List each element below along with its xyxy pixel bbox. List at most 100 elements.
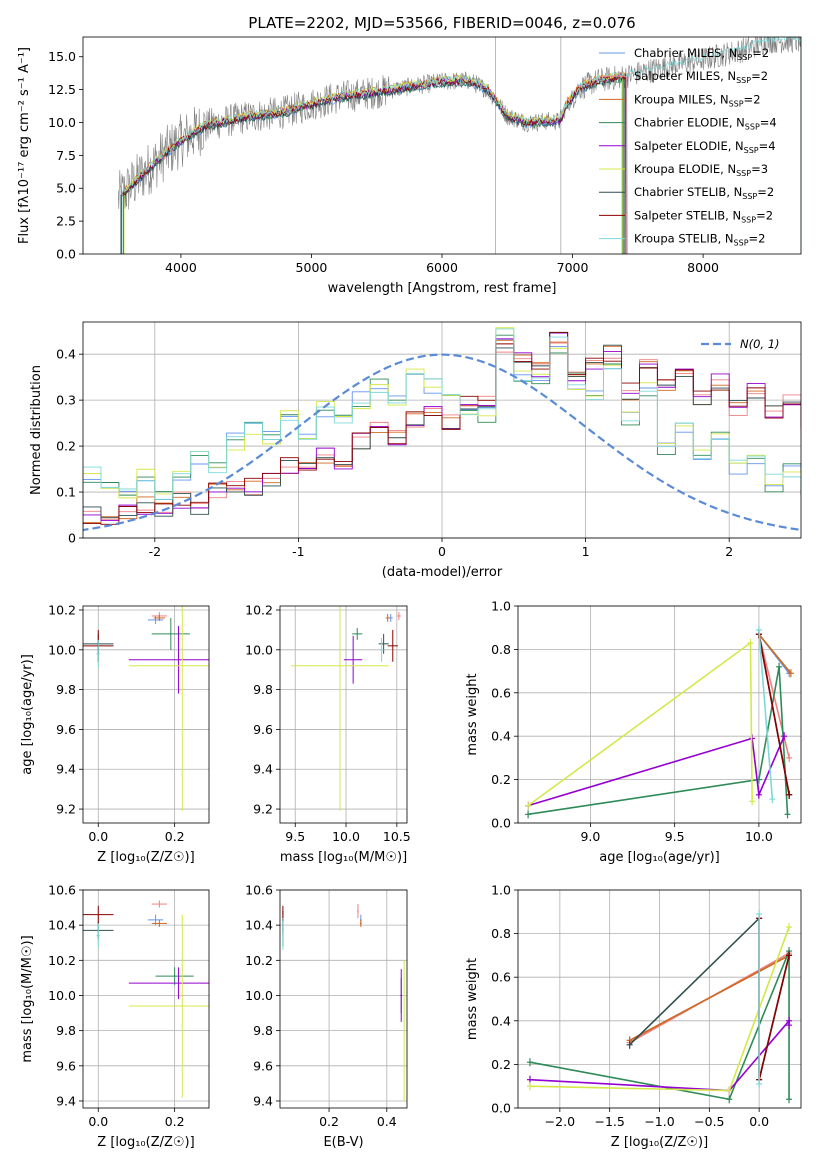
legend-nssp-prefix: , N [720, 162, 736, 176]
legend-model-name: Chabrier MILES [634, 46, 721, 60]
legend-entry: Chabrier ELODIE, NSSP=4 [634, 116, 777, 132]
normal-distribution-curve [83, 353, 801, 532]
y-tick-label: 0.4 [56, 347, 76, 362]
y-tick-label: 0.6 [491, 970, 511, 985]
legend-nssp-value: 4 [768, 139, 775, 153]
legend-nssp-subscript: SSP [736, 76, 751, 85]
y-tick-label: 9.6 [56, 1058, 76, 1073]
y-tick-label: 0.4 [491, 729, 511, 744]
weight-series-kroupa-elodie [525, 638, 756, 810]
errorbar-chabrier-elodie [352, 627, 363, 640]
histogram-salpeter-elodie [83, 332, 801, 521]
x-tick-label: 0.0 [88, 829, 108, 844]
x-tick-label: 8000 [687, 260, 719, 275]
y-tick-label: 10.6 [48, 883, 76, 898]
spectrum-overlay: wavelength [Angstrom, rest frame] Flux [f… [17, 14, 802, 296]
legend-nssp-prefix: , N [718, 232, 734, 246]
legend-nssp-eq: = [749, 232, 759, 246]
weight-line [758, 633, 792, 674]
legend-nssp-value: 2 [761, 69, 768, 83]
legend-nssp-eq: = [756, 208, 766, 222]
y-tick-label: 9.2 [56, 802, 76, 817]
age-vs-mass-plot-area [291, 606, 401, 812]
y-tick-label: 0.8 [491, 642, 511, 657]
spectrum-panel: 4000 5000 6000 7000 8000 0.0 2.5 5.0 7.5 10.0 12.5… [17, 14, 802, 296]
errorbar-kroupa-elodie [128, 606, 209, 812]
legend-nssp-eq: = [757, 185, 767, 199]
weight-series-chabrier-elodie [525, 662, 791, 819]
legend-nssp-eq: = [751, 162, 761, 176]
y-tick-label: 10.4 [48, 918, 76, 933]
weight-line [629, 954, 790, 1042]
y-tick-label: 10.4 [245, 918, 273, 933]
y-tick-label: 10.0 [48, 115, 76, 130]
weight-series-salpeter-elodie [525, 732, 788, 810]
errorbar-kroupa-miles [153, 614, 166, 621]
legend-entry: Salpeter STELIB, NSSP=2 [634, 208, 773, 224]
weight-line [527, 735, 785, 807]
legend-model-name: Kroupa STELIB [634, 232, 718, 246]
legend-nssp-value: 2 [762, 46, 769, 60]
legend-entry: Kroupa ELODIE, NSSP=3 [634, 162, 768, 178]
residual-legend: N(0, 1) [701, 337, 780, 351]
x-axis-label: mass [log₁₀(M/M☉)] [280, 850, 407, 865]
legend-model-name: Kroupa ELODIE [634, 162, 720, 176]
y-axis-label: age [log₁₀(age/yr)] [20, 654, 35, 775]
errorbar-kroupa-stelib [96, 923, 101, 949]
age-vs-mass-panel: 9.5 10.0 10.5 9.2 9.4 9.6 9.8 10.0 10.2 mass [log… [245, 602, 411, 865]
errorbar-salpeter-stelib [83, 905, 114, 924]
y-tick-label: 0.0 [56, 247, 76, 262]
mass-vs-ebv-plot-area [282, 904, 405, 1101]
model-spectrum-kroupa-stelib [121, 37, 801, 254]
errorbar-chabrier-stelib [378, 633, 389, 654]
x-tick-label: 2 [725, 544, 733, 559]
errorbar-kroupa-stelib [282, 918, 284, 950]
spectrum-plot-area [117, 37, 801, 254]
y-tick-label: 9.6 [253, 1058, 273, 1073]
y-tick-label: 1.0 [491, 883, 511, 898]
x-tick-label: 4000 [165, 260, 197, 275]
y-tick-label: 10.0 [48, 988, 76, 1003]
y-tick-label: 0.2 [491, 772, 511, 787]
legend-model-name: Kroupa MILES [634, 92, 713, 106]
massweight-vs-Z-plot-area [526, 909, 793, 1104]
errorbar-kroupa-stelib [379, 637, 384, 662]
residuals-overlay: (data-model)/error Normed distribution N(0… [29, 321, 802, 580]
y-tick-label: 0.8 [491, 926, 511, 941]
age-vs-Z-plot-area [83, 606, 209, 812]
y-tick-label: 9.6 [56, 722, 76, 737]
y-tick-label: 0.2 [491, 1057, 511, 1072]
y-tick-label: 5.0 [56, 181, 76, 196]
residuals-panel: -2 -1 0 1 2 0 0.1 0.2 0.3 0.4 (data-model)/error No… [29, 321, 802, 580]
x-tick-label: 9.0 [580, 829, 600, 844]
legend-nssp-value: 2 [767, 185, 774, 199]
x-tick-label: −1.5 [594, 1114, 624, 1129]
y-axis-label: mass weight [465, 673, 480, 755]
x-tick-label: 0.0 [88, 1114, 108, 1129]
errorbar-salpeter-elodie [128, 625, 209, 694]
legend-nssp-value: 2 [753, 92, 760, 106]
x-tick-label: −1.0 [644, 1114, 674, 1129]
legend-nssp-value: 4 [769, 116, 776, 130]
x-tick-label: 0.4 [377, 1114, 397, 1129]
age-vs-mass-frame [279, 605, 408, 824]
histogram-chabrier-stelib [83, 332, 801, 519]
x-tick-label: −2.0 [545, 1114, 575, 1129]
errorbar-salpeter-miles [151, 900, 167, 908]
y-tick-label: 9.4 [56, 1093, 76, 1108]
y-tick-label: 0.1 [56, 485, 76, 500]
y-tick-label: 9.4 [253, 762, 273, 777]
errorbar-chabrier-elodie [155, 967, 194, 985]
y-tick-label: 9.8 [253, 682, 273, 697]
age-vs-Z-overlay: Z [log₁₀(Z/Z☉)] age [log₁₀(age/yr)] [20, 605, 210, 865]
x-axis-label: (data-model)/error [382, 565, 503, 580]
y-tick-label: 9.4 [56, 762, 76, 777]
errorbar-kroupa-miles [359, 919, 362, 927]
age-vs-mass-overlay: mass [log₁₀(M/M☉)] [279, 605, 408, 865]
y-tick-label: 15.0 [48, 49, 76, 64]
errorbar-salpeter-miles [357, 904, 359, 919]
y-tick-label: 1.0 [491, 599, 511, 614]
errorbar-kroupa-miles [385, 613, 390, 622]
